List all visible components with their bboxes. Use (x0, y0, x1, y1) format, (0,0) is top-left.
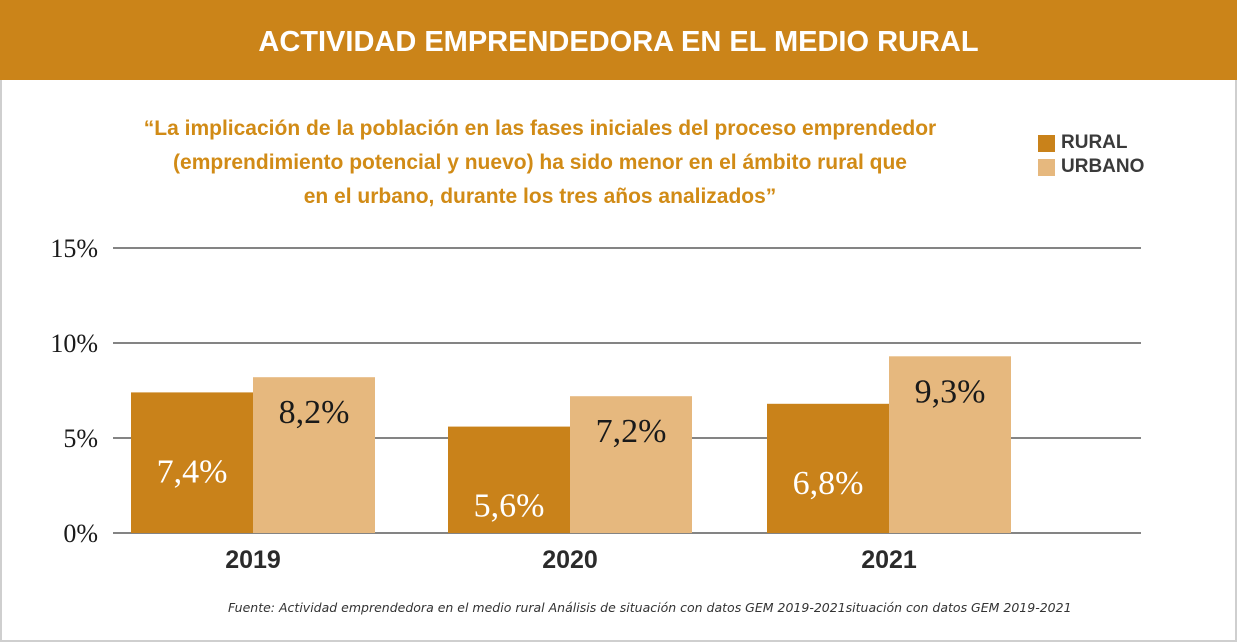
x-category-label: 2020 (542, 546, 598, 574)
y-tick-label: 0% (63, 519, 98, 548)
value-label: 6,8% (793, 465, 864, 502)
value-label: 8,2% (279, 394, 350, 431)
x-category-label: 2019 (225, 546, 281, 574)
bar-rural-2020 (448, 426, 570, 533)
y-tick-label: 15% (50, 234, 98, 263)
quote-line-2: (emprendimiento potencial y nuevo) ha si… (173, 151, 907, 174)
value-label: 9,3% (915, 373, 986, 410)
legend-swatch-urbano (1038, 158, 1055, 176)
bar-urbano-2021 (889, 356, 1011, 533)
legend-item-urbano: URBANO (1038, 155, 1144, 179)
source-note: Fuente: Actividad emprendedora en el med… (228, 600, 1072, 615)
y-tick-label: 5% (63, 424, 98, 453)
quote-line-1: “La implicación de la población en las f… (143, 117, 937, 140)
bar-urbano-2019 (253, 377, 375, 533)
value-label: 7,4% (157, 453, 228, 490)
chart-title: ACTIVIDAD EMPRENDEDORA EN EL MEDIO RURAL (258, 26, 979, 58)
quote-text: “La implicación de la población en las f… (100, 112, 980, 214)
legend-swatch-rural (1038, 134, 1055, 152)
legend-label-urbano: URBANO (1061, 156, 1145, 177)
x-category-label: 2021 (861, 546, 917, 574)
legend-label-rural: RURAL (1061, 132, 1128, 153)
value-label: 5,6% (474, 488, 545, 525)
quote-line-3: en el urbano, durante los tres años anal… (303, 185, 777, 208)
header-banner: ACTIVIDAD EMPRENDEDORA EN EL MEDIO RURAL (0, 0, 1237, 80)
value-label: 7,2% (596, 413, 667, 450)
legend-item-rural: RURAL (1038, 131, 1144, 155)
bar-urbano-2020 (570, 396, 692, 533)
y-tick-label: 10% (50, 329, 98, 358)
bar-rural-2019 (131, 392, 253, 533)
legend: RURAL URBANO (1038, 131, 1144, 179)
bar-rural-2021 (767, 403, 889, 533)
